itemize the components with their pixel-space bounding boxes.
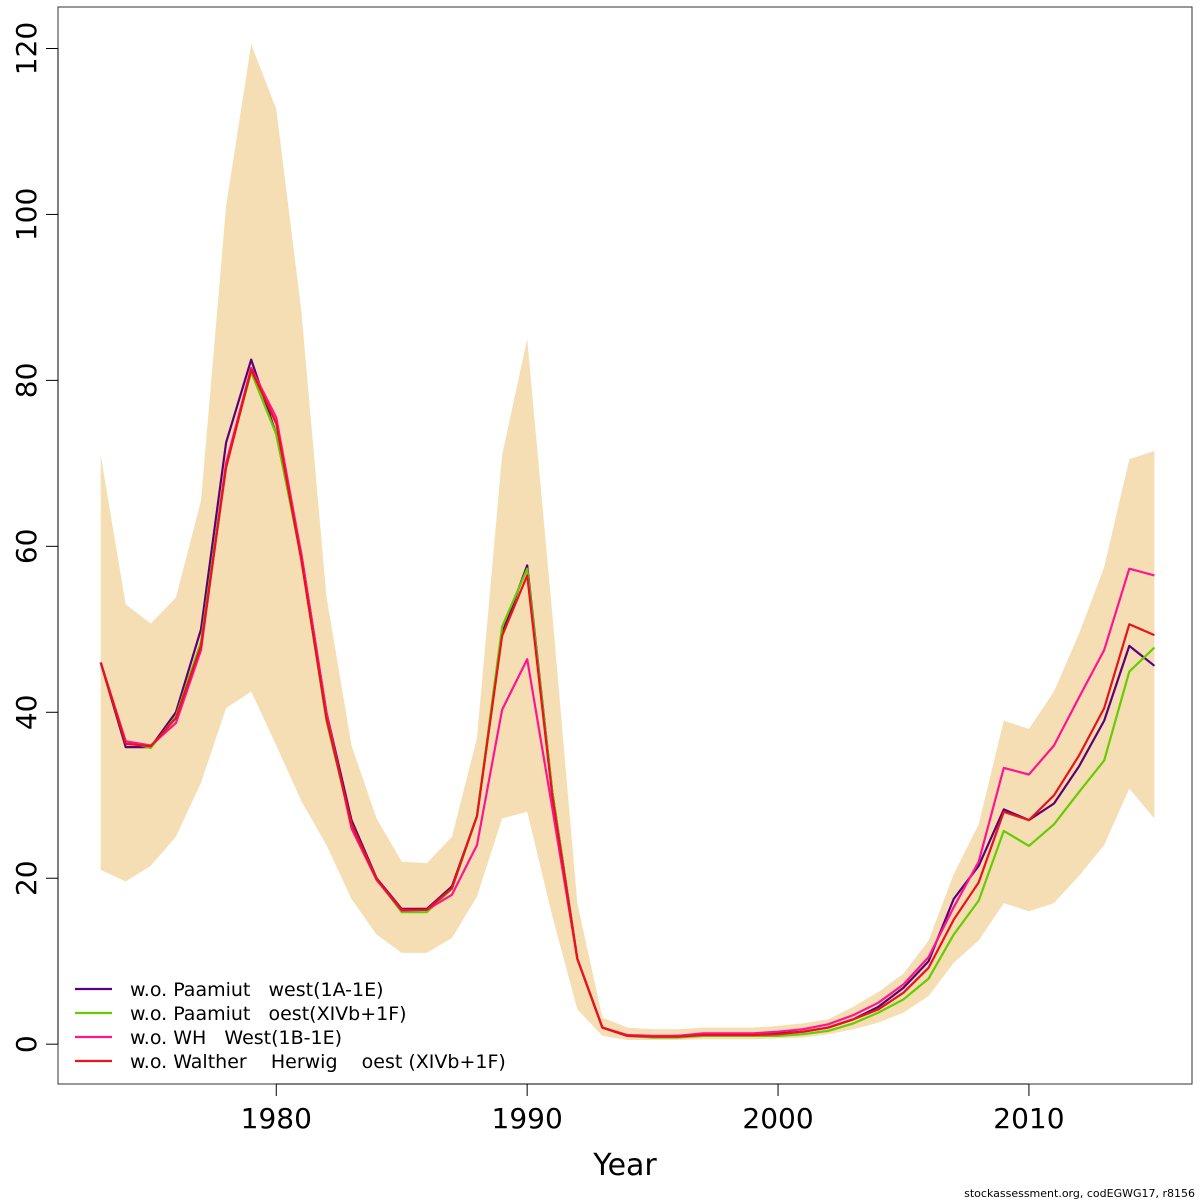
y-axis: 0 20 40 60 80 100 120	[10, 22, 59, 1053]
confidence-band	[100, 44, 1155, 1041]
y-tick-label: 20	[10, 860, 43, 896]
legend-label-2: w.o. Paamiut oest(XIVb+1F)	[130, 1003, 407, 1025]
x-axis-title: Year	[592, 1148, 657, 1183]
y-tick-label: 60	[10, 528, 43, 564]
legend-label-1: w.o. Paamiut west(1A-1E)	[130, 979, 384, 1001]
confidence-band-layer	[100, 44, 1155, 1041]
legend-label-3: w.o. WH West(1B-1E)	[130, 1027, 342, 1049]
x-axis: 1980 1990 2000 2010	[241, 1083, 1065, 1135]
legend: w.o. Paamiut west(1A-1E)w.o. Paamiut oes…	[75, 979, 506, 1073]
y-tick-label: 120	[10, 22, 43, 75]
x-tick-label: 1990	[492, 1102, 563, 1135]
footer-credit: stockassessment.org, codEGWG17, r8156	[964, 1187, 1195, 1200]
series-line-4	[99, 368, 1155, 1038]
y-tick-label: 40	[10, 694, 43, 730]
y-tick-label: 100	[10, 188, 43, 241]
x-tick-label: 2000	[742, 1102, 813, 1135]
x-tick-label: 2010	[993, 1102, 1064, 1135]
legend-label-4: w.o. Walther Herwig oest (XIVb+1F)	[130, 1051, 506, 1073]
x-tick-label: 1980	[241, 1102, 312, 1135]
y-tick-label: 80	[10, 363, 43, 399]
y-tick-label: 0	[10, 1035, 43, 1053]
series-layer	[99, 358, 1156, 1039]
